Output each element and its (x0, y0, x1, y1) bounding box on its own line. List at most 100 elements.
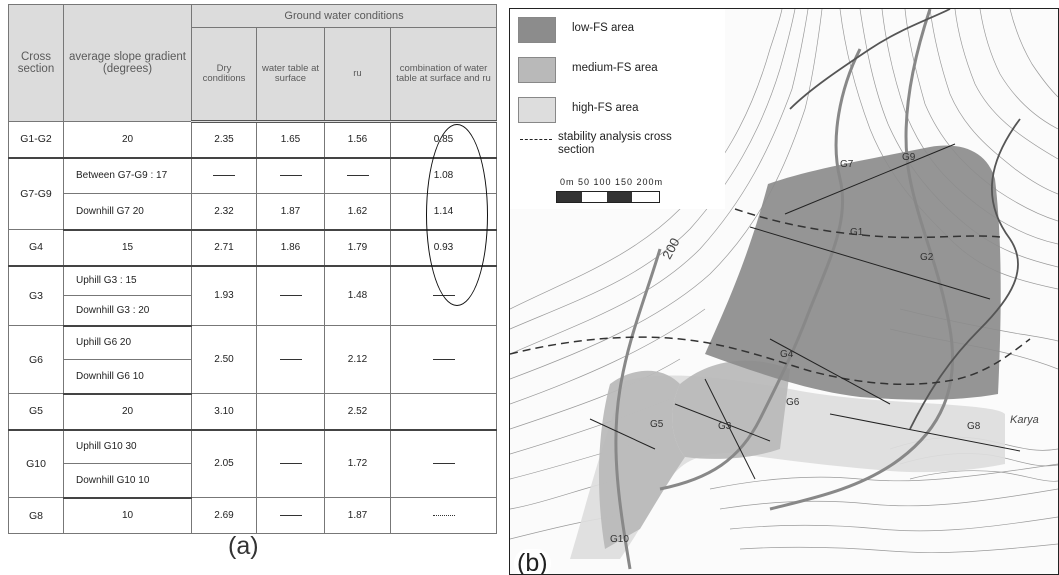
table-row: G3 Uphill G3 : 15 1.93 1.48 (8, 265, 498, 326)
panel-label-b: (b) (514, 549, 551, 574)
dash-mark (279, 514, 302, 516)
panel-b-map: G7 G9 G1 G2 G4 G6 G3 G5 G8 G10 200 Karya… (509, 8, 1059, 575)
cell-water-table (256, 393, 325, 431)
cell-dry (191, 157, 257, 194)
dash-mark (213, 175, 235, 177)
table-row: G1-G2 20 2.35 1.65 1.56 0.85 (8, 121, 498, 159)
cell-water-table: 1.87 (256, 193, 325, 231)
legend-item-line: stability analysis cross section (518, 129, 718, 156)
cell-dry: 2.50 (191, 325, 257, 394)
panel-label-a: (a) (228, 532, 259, 560)
place-label: Karya (1010, 414, 1039, 426)
scale-label: 0m 50 100 150 200m (560, 177, 664, 187)
cell-slope: Uphill G10 30 (63, 429, 192, 464)
cell-slope: 15 (63, 229, 192, 267)
table-row: G6 Uphill G6 20 2.50 2.12 (8, 325, 498, 394)
table-row: Downhill G6 10 (9, 359, 497, 395)
cell-combination: 0.93 (389, 229, 498, 267)
cell-dry: 2.32 (191, 193, 257, 231)
cell-ru: 1.56 (324, 121, 391, 159)
table-row: Downhill G3 : 20 (9, 295, 497, 327)
col-header-cross-section: Cross section (8, 4, 64, 122)
medium-fs-area (672, 360, 790, 459)
legend-swatch-low (518, 17, 556, 43)
dash-mark (432, 358, 455, 360)
cell-section: G8 (8, 497, 64, 534)
table-row: G8 10 2.69 1.87 (8, 497, 498, 534)
panel-a-table-figure: Cross section average slope gradient (de… (8, 4, 498, 534)
legend-text-high: high-FS area (572, 102, 639, 114)
cell-water-table (256, 265, 325, 326)
table-row: G7-G9 Between G7-G9 : 17 1.08 (8, 157, 498, 230)
cell-ru: 2.52 (324, 393, 391, 431)
cell-slope: Downhill G3 : 20 (63, 295, 192, 327)
cell-dry: 2.35 (191, 121, 257, 159)
table-row: G4 15 2.71 1.86 1.79 0.93 (8, 229, 498, 267)
cell-slope: 20 (63, 393, 192, 431)
medium-fs-area-west (598, 370, 685, 549)
cell-section: G7-G9 (8, 157, 64, 230)
cell-ru: 1.62 (324, 193, 391, 231)
cell-dry: 3.10 (191, 393, 257, 431)
cell-slope: 10 (63, 497, 192, 534)
map-graphic (510, 9, 1058, 570)
cell-combination (389, 393, 498, 431)
legend-text-low: low-FS area (572, 22, 634, 34)
cell-section: G5 (8, 393, 64, 431)
section-label-g3: G3 (718, 421, 732, 432)
col-header-water-table: water table at surface (256, 27, 325, 123)
cell-ru: 2.12 (324, 325, 391, 394)
cell-water-table (256, 429, 325, 498)
cell-slope: Between G7-G9 : 17 (63, 157, 192, 194)
section-label-g1: G1 (850, 227, 864, 238)
cell-combination (389, 325, 498, 394)
cell-section: G3 (8, 265, 64, 326)
cell-ru: 1.79 (324, 229, 391, 267)
cell-slope: Downhill G10 10 (63, 463, 192, 499)
dash-mark (279, 295, 302, 297)
cell-ru (324, 157, 391, 194)
dash-mark (432, 514, 455, 516)
legend-swatch-high (518, 97, 556, 123)
cell-ru: 1.72 (324, 429, 391, 498)
cell-ru: 1.48 (324, 265, 391, 326)
section-label-g8: G8 (967, 421, 981, 432)
legend-dash-line (520, 139, 552, 140)
groundwater-table: Cross section average slope gradient (de… (8, 4, 498, 534)
cell-dry: 1.93 (191, 265, 257, 326)
cell-water-table (256, 157, 325, 194)
dashed-boundary (510, 208, 1031, 386)
col-header-groundwater: Ground water conditions (190, 4, 498, 28)
cell-slope: Uphill G3 : 15 (63, 265, 192, 296)
section-label-g5: G5 (650, 419, 664, 430)
cell-dry: 2.69 (191, 497, 257, 534)
section-label-g6: G6 (786, 397, 800, 408)
cell-ru: 1.87 (324, 497, 391, 534)
table-row: G5 20 3.10 2.52 (8, 393, 498, 431)
cell-combination: 1.08 (389, 157, 498, 194)
dash-mark (432, 463, 455, 465)
section-label-g10: G10 (610, 534, 629, 545)
cell-section: G4 (8, 229, 64, 267)
cell-water-table (256, 497, 325, 534)
roads (614, 9, 955, 570)
col-header-combination: combination of water table at surface an… (389, 27, 498, 123)
section-label-g9: G9 (902, 152, 916, 163)
cell-water-table: 1.65 (256, 121, 325, 159)
cell-combination: 0.85 (389, 121, 498, 159)
col-header-slope: average slope gradient (degrees) (63, 4, 192, 122)
cell-combination: 1.14 (389, 193, 498, 231)
cell-slope: 20 (63, 121, 192, 159)
cell-combination (389, 429, 498, 498)
dash-mark (346, 175, 369, 177)
col-header-dry: Dry conditions (191, 27, 257, 123)
scale-bar (556, 191, 660, 203)
map-legend: low-FS area medium-FS area high-FS area … (510, 9, 725, 209)
legend-text-line: stability analysis cross section (558, 131, 672, 156)
cell-combination (389, 497, 498, 534)
cell-slope: Downhill G7 20 (63, 193, 192, 231)
table-row: G10 Uphill G10 30 2.05 1.72 (8, 429, 498, 498)
dash-mark (279, 463, 302, 465)
cell-water-table: 1.86 (256, 229, 325, 267)
low-fs-area (705, 145, 1001, 400)
